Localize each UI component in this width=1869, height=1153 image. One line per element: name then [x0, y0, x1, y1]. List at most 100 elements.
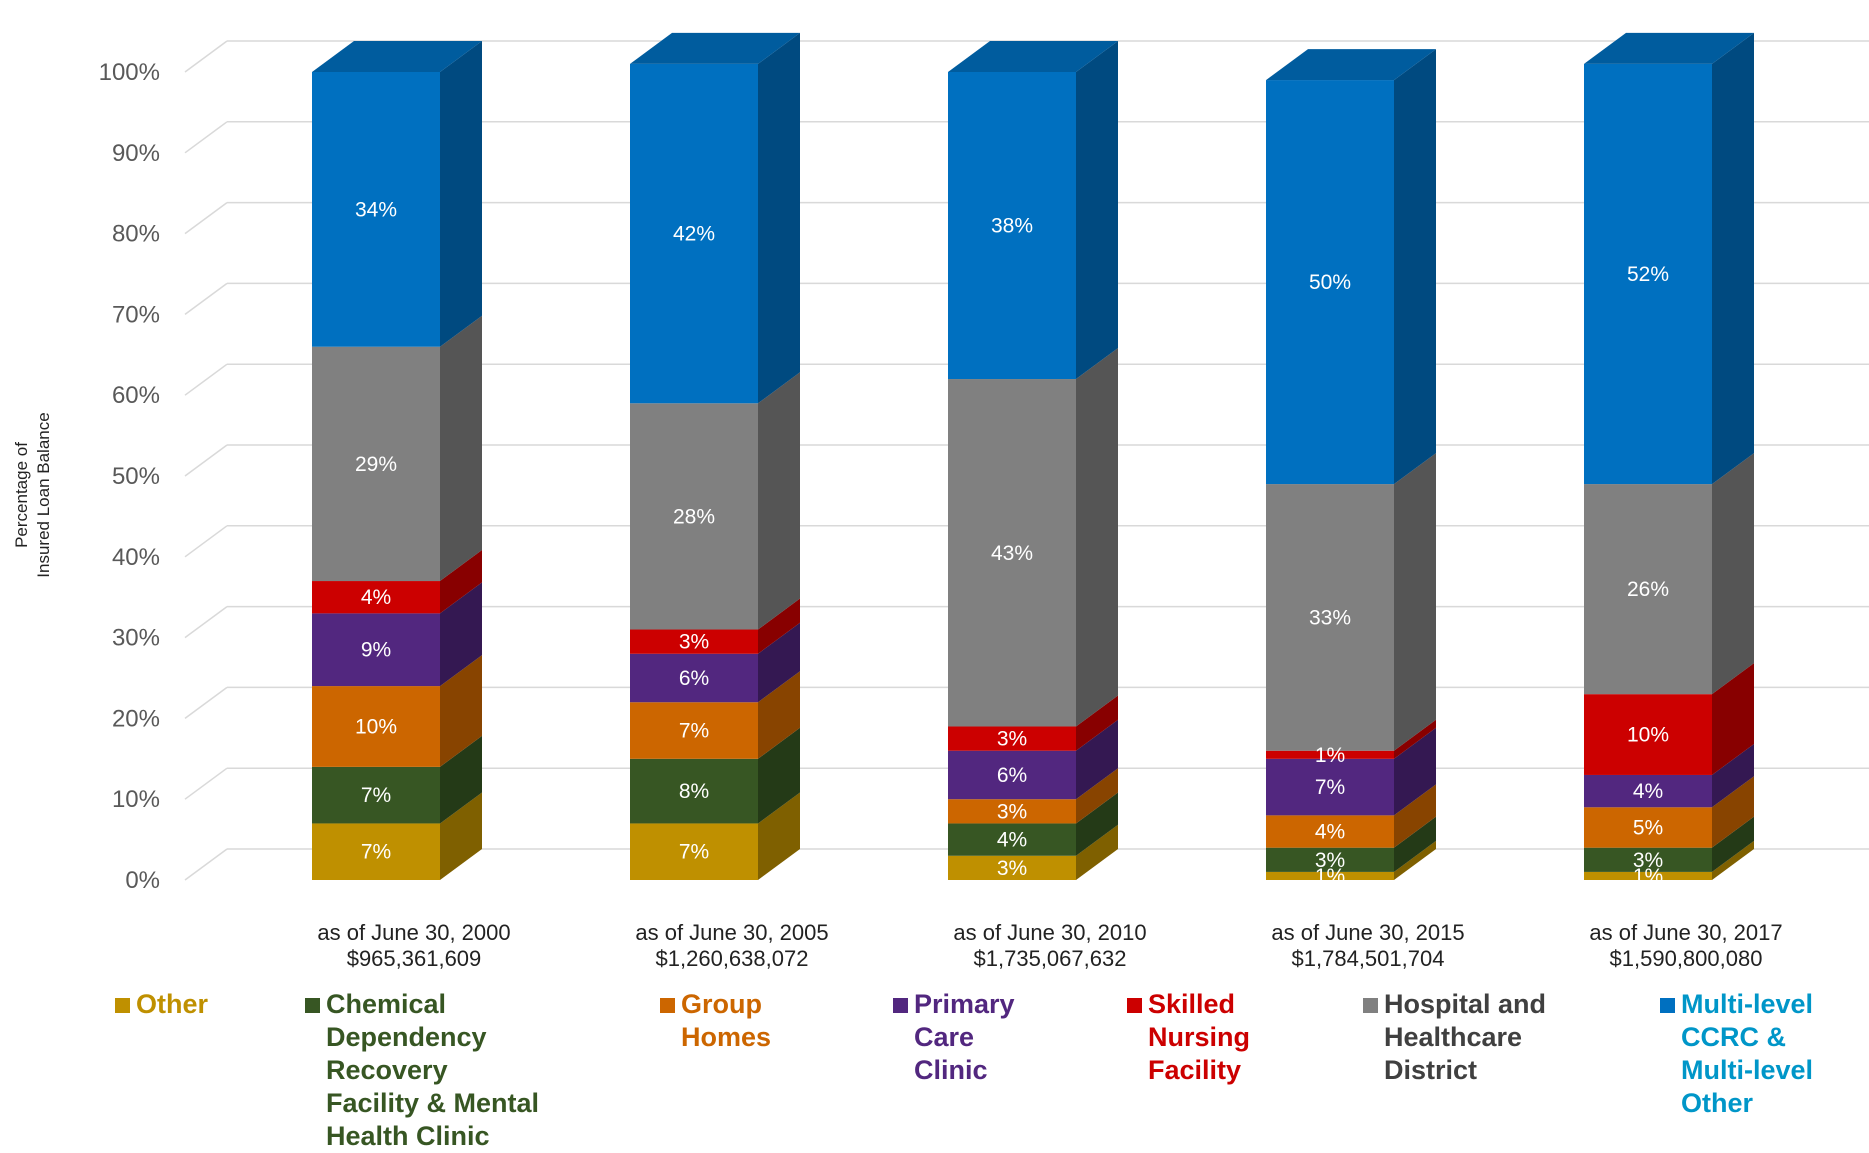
- bar-segment: [948, 72, 1076, 380]
- legend-label-line: Other: [136, 989, 209, 1019]
- legend-label-line: Healthcare: [1384, 1022, 1523, 1052]
- bar-segment: [1266, 815, 1394, 848]
- gridline-diagonal: [184, 363, 228, 396]
- data-label: 4%: [997, 829, 1027, 852]
- y-tick-label: 30%: [112, 625, 160, 652]
- bar-top-face: [312, 41, 482, 72]
- bar-segment: [1584, 847, 1712, 872]
- bar-segment: [1584, 484, 1712, 695]
- y-tick-label: 70%: [112, 301, 160, 328]
- bar-segment: [1584, 871, 1712, 880]
- data-label: 1%: [1315, 865, 1345, 888]
- bar-segment-side: [1712, 743, 1754, 808]
- legend-label-line: Facility: [1148, 1055, 1242, 1085]
- bar-segment-side: [1712, 776, 1754, 848]
- bar-segment: [1266, 80, 1394, 485]
- data-label: 50%: [1309, 271, 1351, 294]
- bar-segment: [630, 403, 758, 630]
- legend-label-line: Dependency: [326, 1022, 487, 1052]
- legend-label: Primary Care Clinic: [914, 988, 1015, 1087]
- bar-segment-side: [1712, 816, 1754, 872]
- legend-label: Skilled Nursing Facility: [1148, 988, 1250, 1087]
- bar-segment-side: [1394, 784, 1436, 848]
- data-label: 6%: [679, 667, 709, 690]
- legend-label-line: Facility & Mental: [326, 1088, 540, 1118]
- bar-segment-side: [440, 550, 482, 614]
- gridline-diagonal: [184, 525, 228, 558]
- bar-segment-side: [1076, 768, 1118, 824]
- bar-segment: [630, 629, 758, 654]
- data-label: 7%: [679, 841, 709, 864]
- data-label: 7%: [361, 841, 391, 864]
- bar-segment: [1584, 63, 1712, 485]
- y-tick-label: 100%: [99, 59, 160, 86]
- legend-label: Other: [136, 988, 208, 1021]
- category-label: $1,590,800,080: [1610, 946, 1763, 971]
- data-label: 5%: [1633, 816, 1663, 839]
- gridline-diagonal: [184, 121, 228, 154]
- data-label: 6%: [997, 764, 1027, 787]
- bar-segment: [1266, 750, 1394, 759]
- legend-label-line: Nursing: [1148, 1022, 1251, 1052]
- data-label: 3%: [1315, 849, 1345, 872]
- bar-segment: [630, 823, 758, 880]
- data-label: 34%: [355, 198, 397, 221]
- legend-label-line: District: [1384, 1055, 1478, 1085]
- legend-item: Multi-level CCRC & Multi-level Other: [1660, 988, 1813, 1120]
- bar-segment-side: [1076, 695, 1118, 751]
- legend-swatch: [115, 998, 130, 1013]
- bar-segment-side: [1712, 663, 1754, 775]
- legend-label-line: Health Clinic: [326, 1121, 490, 1151]
- bar-segment-side: [440, 582, 482, 687]
- bar-segment-side: [1394, 727, 1436, 816]
- data-label: 1%: [1315, 744, 1345, 767]
- bar-segment-side: [1076, 792, 1118, 856]
- bar-segment-side: [1076, 348, 1118, 727]
- y-tick-label: 0%: [125, 867, 160, 894]
- bar-segment-side: [758, 372, 800, 630]
- y-tick-label: 90%: [112, 140, 160, 167]
- y-tick-label: 40%: [112, 544, 160, 571]
- bar-segment-side: [440, 315, 482, 582]
- category-label: as of June 30, 2005: [635, 920, 828, 945]
- data-label: 8%: [679, 780, 709, 803]
- gridline-diagonal: [184, 686, 228, 720]
- bar-segment: [312, 766, 440, 824]
- y-tick-label: 50%: [112, 463, 160, 490]
- bar-segment: [1266, 871, 1394, 880]
- bar-segment: [630, 653, 758, 703]
- bar-segment-side: [1076, 719, 1118, 800]
- legend-label-line: Group: [681, 989, 762, 1019]
- bar-segment: [948, 823, 1076, 856]
- bar-stack: 1%3%4%7%1%33%50%: [1266, 49, 1436, 888]
- bar-segment: [1266, 484, 1394, 751]
- data-label: 42%: [673, 223, 715, 246]
- y-tick-label: 10%: [112, 786, 160, 813]
- data-label: 10%: [355, 715, 397, 738]
- bar-segment-side: [1394, 840, 1436, 880]
- bar-top-face: [948, 41, 1118, 72]
- data-label: 3%: [997, 857, 1027, 880]
- category-label: $1,784,501,704: [1292, 946, 1445, 971]
- legend-swatch: [1127, 998, 1142, 1013]
- legend: Other Chemical Dependency Recovery Facility …: [0, 988, 1869, 1153]
- data-label: 3%: [997, 800, 1027, 823]
- legend-item: Other: [115, 988, 208, 1021]
- bar-segment-side: [1394, 453, 1436, 751]
- gridline-diagonal: [184, 282, 228, 316]
- data-label: 9%: [361, 639, 391, 662]
- bar-segment-side: [758, 671, 800, 759]
- legend-swatch: [660, 998, 675, 1013]
- bar-segment: [948, 855, 1076, 880]
- bar-top-face: [1266, 49, 1436, 81]
- legend-swatch: [305, 998, 320, 1013]
- legend-item: Skilled Nursing Facility: [1127, 988, 1250, 1087]
- legend-label-line: Skilled: [1148, 989, 1236, 1019]
- gridline-diagonal: [184, 848, 228, 881]
- legend-label: Chemical Dependency Recovery Facility & Men…: [326, 988, 539, 1153]
- data-label: 1%: [1633, 865, 1663, 888]
- data-label: 4%: [361, 586, 391, 609]
- y-axis-title-line: Insured Loan Balance: [34, 412, 53, 577]
- bar-segment: [948, 726, 1076, 751]
- category-label: $1,260,638,072: [656, 946, 809, 971]
